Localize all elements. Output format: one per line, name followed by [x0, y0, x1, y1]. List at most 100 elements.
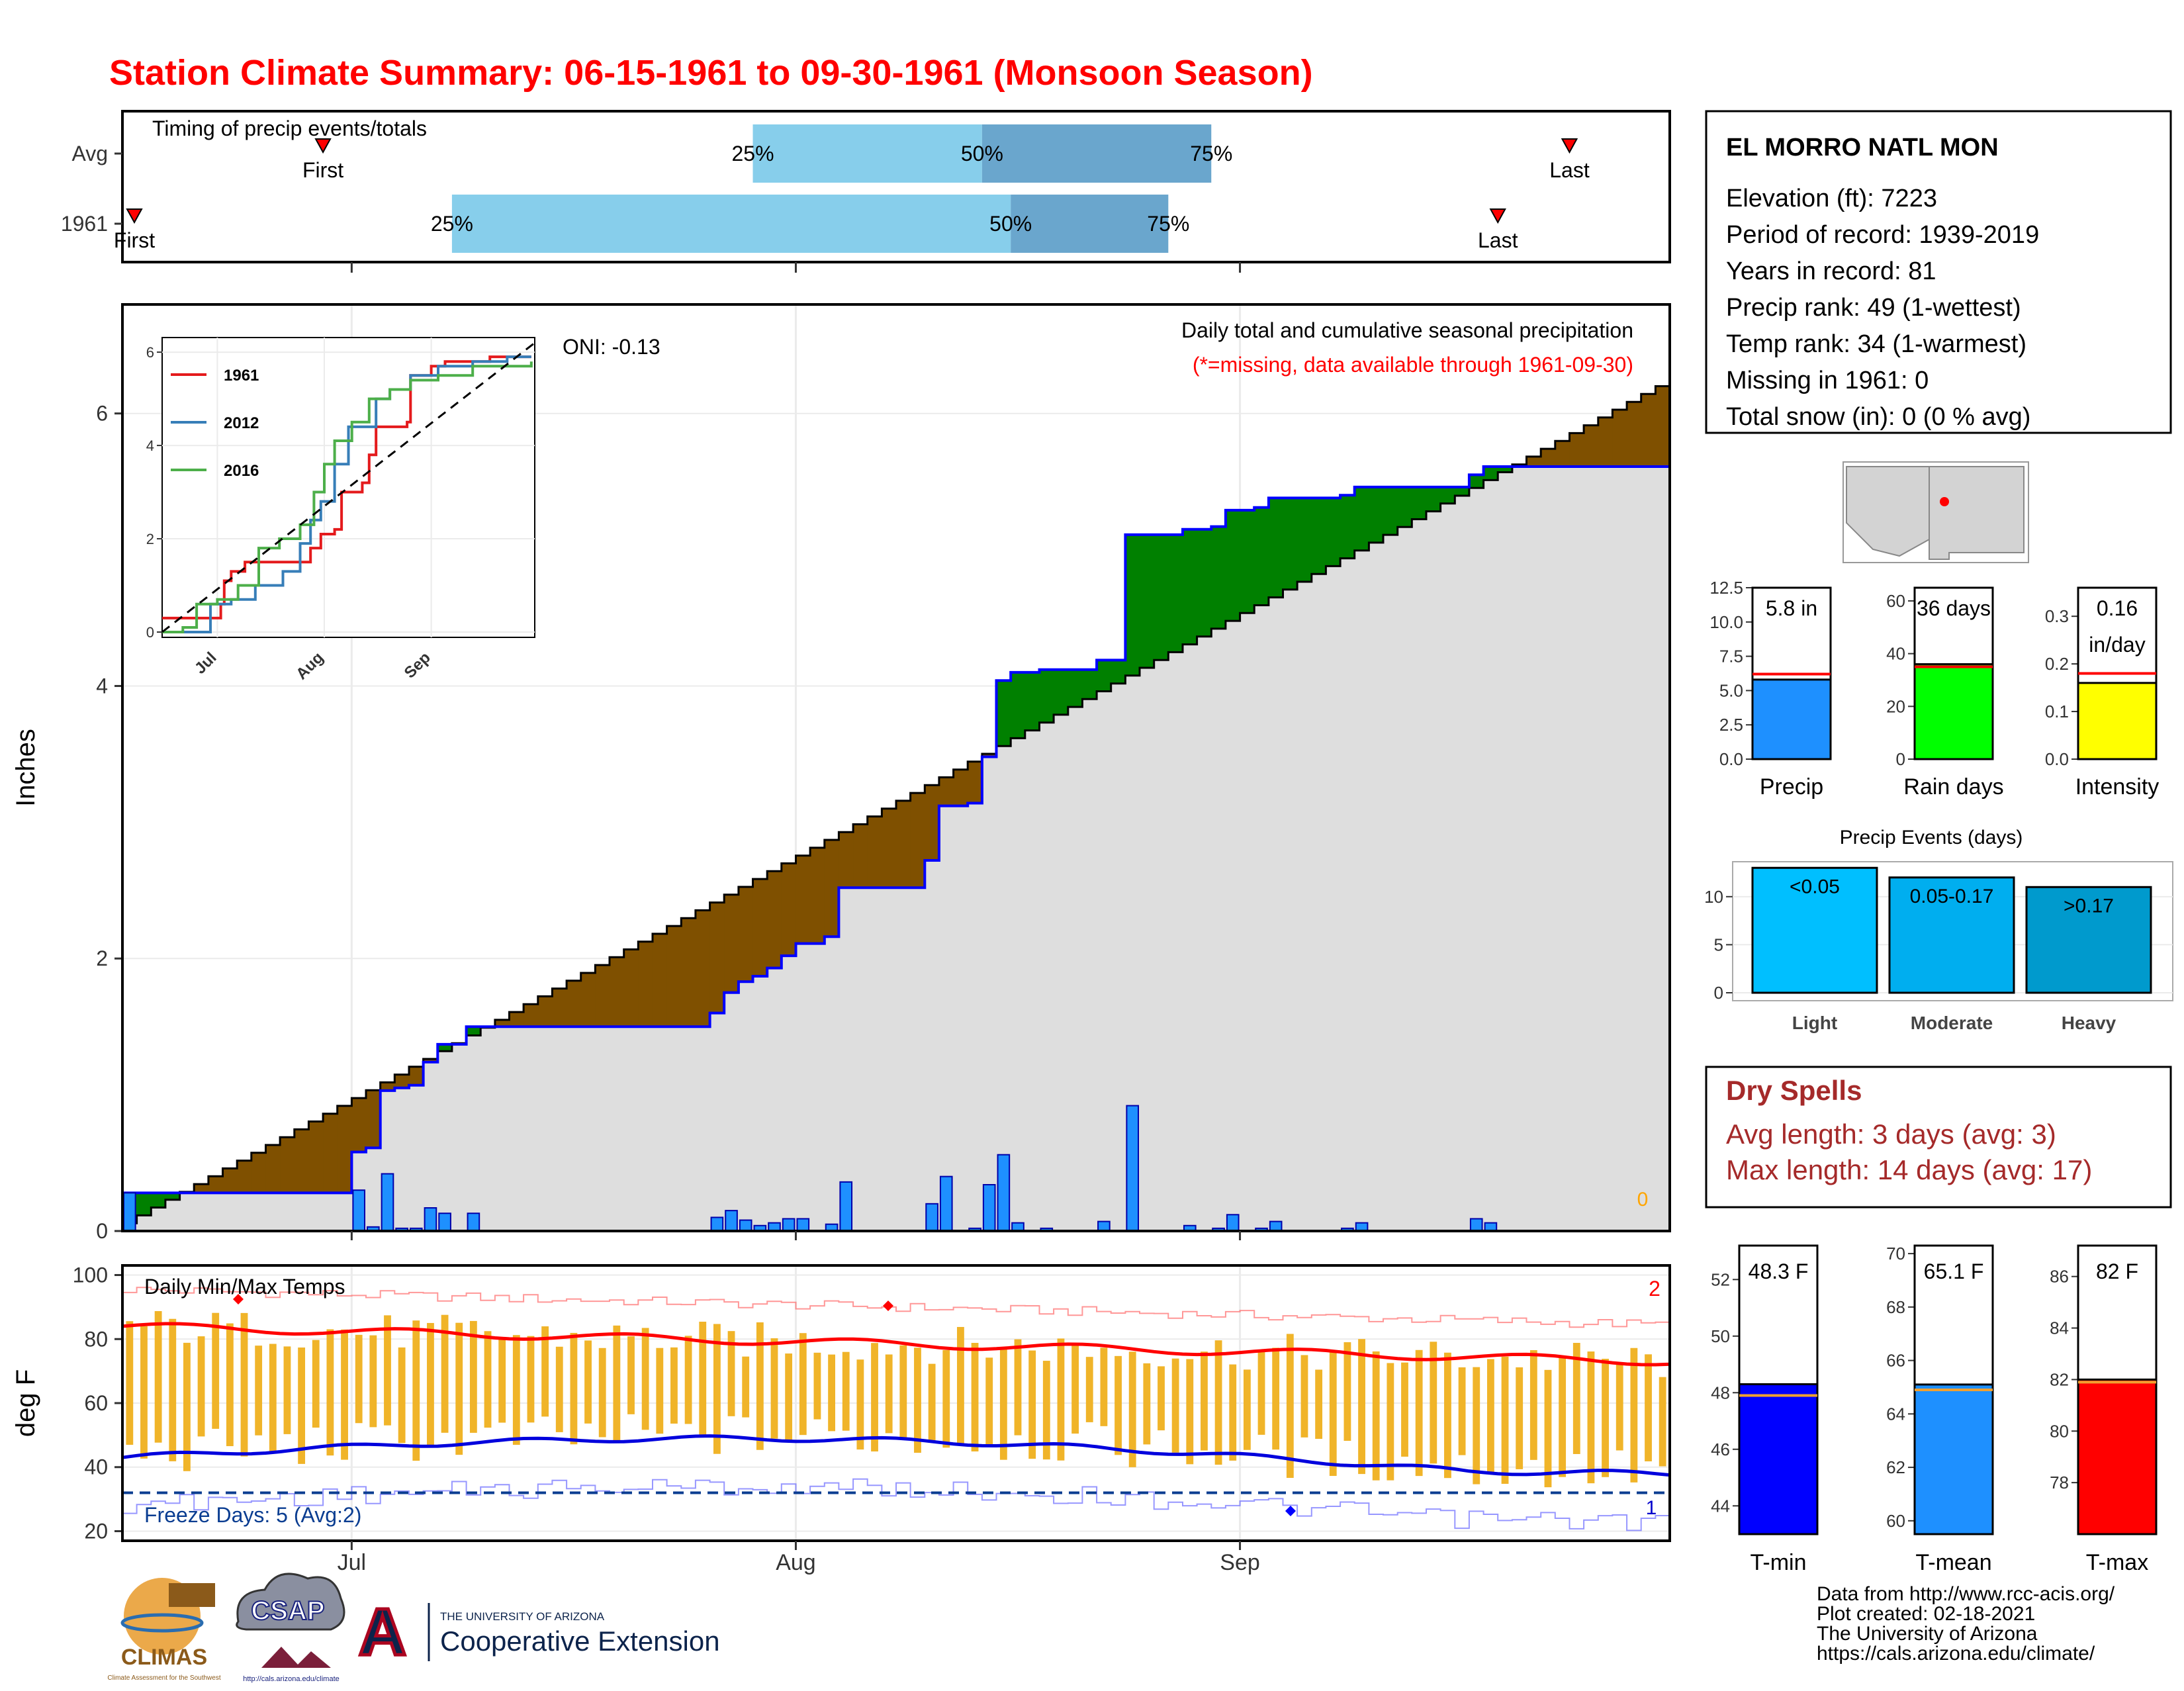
- departure-fill: [1211, 526, 1226, 629]
- precip-title: Daily total and cumulative seasonal prec…: [1181, 318, 1633, 342]
- climas-logo[interactable]: CLIMAS Climate Assessment for the Southw…: [107, 1578, 221, 1682]
- daily-temp-bar: [770, 1338, 778, 1439]
- csap-text: CSAP: [251, 1596, 324, 1625]
- small-bar-tick-label: 0.2: [2045, 654, 2069, 674]
- inset-y-tick-label: 6: [146, 344, 154, 361]
- daily-temp-bar: [341, 1329, 348, 1460]
- daily-precip-bar: [123, 1192, 136, 1232]
- oni-label: ONI: -0.13: [563, 335, 660, 359]
- precip-y-tick-label: 6: [96, 402, 108, 426]
- small-bar-label: Rain days: [1903, 774, 2003, 800]
- precip-y-tick-label: 2: [96, 946, 108, 970]
- departure-fill: [1326, 498, 1341, 567]
- timing-bar-25-50: [451, 195, 1011, 253]
- daily-temp-bar: [598, 1348, 606, 1438]
- departure-fill: [1584, 425, 1599, 467]
- daily-temp-bar: [1042, 1361, 1050, 1460]
- daily-temp-bar: [1572, 1343, 1580, 1454]
- departure-fill: [523, 1004, 539, 1027]
- small-bar-tick-label: 0: [1896, 749, 1905, 769]
- departure-fill: [1082, 669, 1097, 700]
- seasonal-temp-bars: 44 46 48 50 52 48.3 F T-min 60 62 64 66 68 70 65.1 F T…: [1711, 1244, 2158, 1575]
- date-axis-label: Jul: [338, 1550, 366, 1575]
- departure-fill: [1469, 475, 1484, 488]
- departure-fill: [938, 777, 954, 807]
- departure-fill: [638, 941, 653, 1027]
- daily-temp-bar: [1243, 1369, 1251, 1450]
- temp-y-tick-label: 40: [84, 1455, 108, 1479]
- climas-text: CLIMAS: [121, 1645, 207, 1670]
- inset-series-line: [162, 361, 533, 633]
- daily-precip-bar: [982, 1184, 996, 1232]
- departure-fill: [1054, 669, 1069, 715]
- events-y-tick-label: 5: [1714, 935, 1723, 954]
- temp-y-tick-label: 60: [84, 1391, 108, 1415]
- departure-fill: [323, 1113, 338, 1193]
- departure-fill: [595, 965, 610, 1027]
- departure-fill: [910, 793, 925, 888]
- departure-fill: [724, 894, 739, 993]
- temp-bar-value-label: 65.1 F: [1924, 1259, 1984, 1283]
- daily-temp-bar: [197, 1336, 205, 1437]
- daily-temp-bar: [756, 1322, 764, 1450]
- daily-precip-bar: [725, 1210, 738, 1232]
- timing-p50-label: 50%: [961, 142, 1003, 165]
- ua-block-bg: [363, 1600, 402, 1660]
- events-y-tick-label: 0: [1714, 983, 1723, 1003]
- footer-line: Data from http://www.rcc-acis.org/: [1817, 1583, 2115, 1605]
- events-y-tick-label: 10: [1704, 887, 1723, 907]
- departure-fill: [1598, 417, 1614, 467]
- departure-fill: [308, 1121, 324, 1193]
- footer: Data from http://www.rcc-acis.org/ Plot …: [1817, 1583, 2115, 1665]
- daily-temp-bar: [1372, 1351, 1380, 1481]
- inset-series-line: [162, 355, 531, 619]
- daily-temp-bar: [1128, 1351, 1136, 1467]
- departure-fill: [867, 816, 882, 888]
- daily-temp-bar: [1387, 1363, 1394, 1481]
- daily-temp-bar: [1544, 1369, 1552, 1488]
- inset-y-tick-label: 4: [146, 437, 154, 454]
- daily-temp-bar: [1158, 1366, 1165, 1431]
- daily-temp-bar: [541, 1326, 549, 1417]
- departure-fill: [781, 863, 797, 956]
- departure-fill: [882, 808, 897, 888]
- daily-temp-bar: [885, 1354, 893, 1434]
- daily-temp-bar: [1473, 1367, 1480, 1485]
- daily-temp-bar: [1444, 1352, 1451, 1479]
- daily-temp-bar: [1615, 1363, 1623, 1451]
- departure-fill: [1526, 456, 1541, 467]
- last-event-marker: [1489, 208, 1506, 224]
- temperature-chart: 20 40 60 80 100 Daily Min/Max Temps Freeze D…: [11, 1263, 1671, 1543]
- precip-y-tick-label: 0: [96, 1219, 108, 1243]
- departure-fill: [194, 1184, 209, 1193]
- temp-bar-tick-label: 78: [2050, 1473, 2069, 1492]
- last-event-label: Last: [1549, 158, 1590, 182]
- daily-temp-bar: [684, 1336, 692, 1424]
- small-bar-tick-label: 7.5: [1719, 647, 1743, 666]
- daily-temp-bar: [1358, 1339, 1365, 1475]
- station-info-box: EL MORRO NATL MON Elevation (ft): 7223 P…: [1705, 110, 2172, 434]
- departure-fill: [1383, 486, 1398, 535]
- departure-fill: [752, 879, 768, 977]
- departure-fill: [1039, 669, 1054, 723]
- date-axis-label: Sep: [1220, 1550, 1260, 1575]
- small-bar-tick-label: 5.0: [1719, 680, 1743, 700]
- dry-spells-max: Max length: 14 days (avg: 17): [1726, 1154, 2092, 1185]
- departure-fill: [423, 1058, 438, 1063]
- station-line: Precip rank: 49 (1-wettest): [1726, 294, 2021, 322]
- departure-fill: [610, 957, 625, 1027]
- departure-fill: [337, 1105, 352, 1193]
- university-of-arizona-logo[interactable]: A THE UNIVERSITY OF ARIZONA Cooperative …: [357, 1594, 720, 1671]
- daily-temp-bar: [326, 1329, 334, 1456]
- temp-bar-tick-label: 46: [1711, 1440, 1730, 1459]
- departure-fill: [1011, 672, 1026, 739]
- daily-temp-bar: [613, 1325, 621, 1442]
- daily-temp-bar: [584, 1340, 592, 1424]
- daily-precip-bar: [424, 1207, 437, 1232]
- daily-temp-bar: [169, 1318, 177, 1461]
- daily-temp-bar: [856, 1359, 864, 1450]
- csap-logo[interactable]: CSAP http://cals.arizona.edu/climate: [236, 1573, 345, 1683]
- temp-bar-tick-label: 44: [1711, 1496, 1730, 1516]
- daily-temp-bar: [699, 1322, 707, 1437]
- ua-block-a-icon: A: [359, 1595, 406, 1669]
